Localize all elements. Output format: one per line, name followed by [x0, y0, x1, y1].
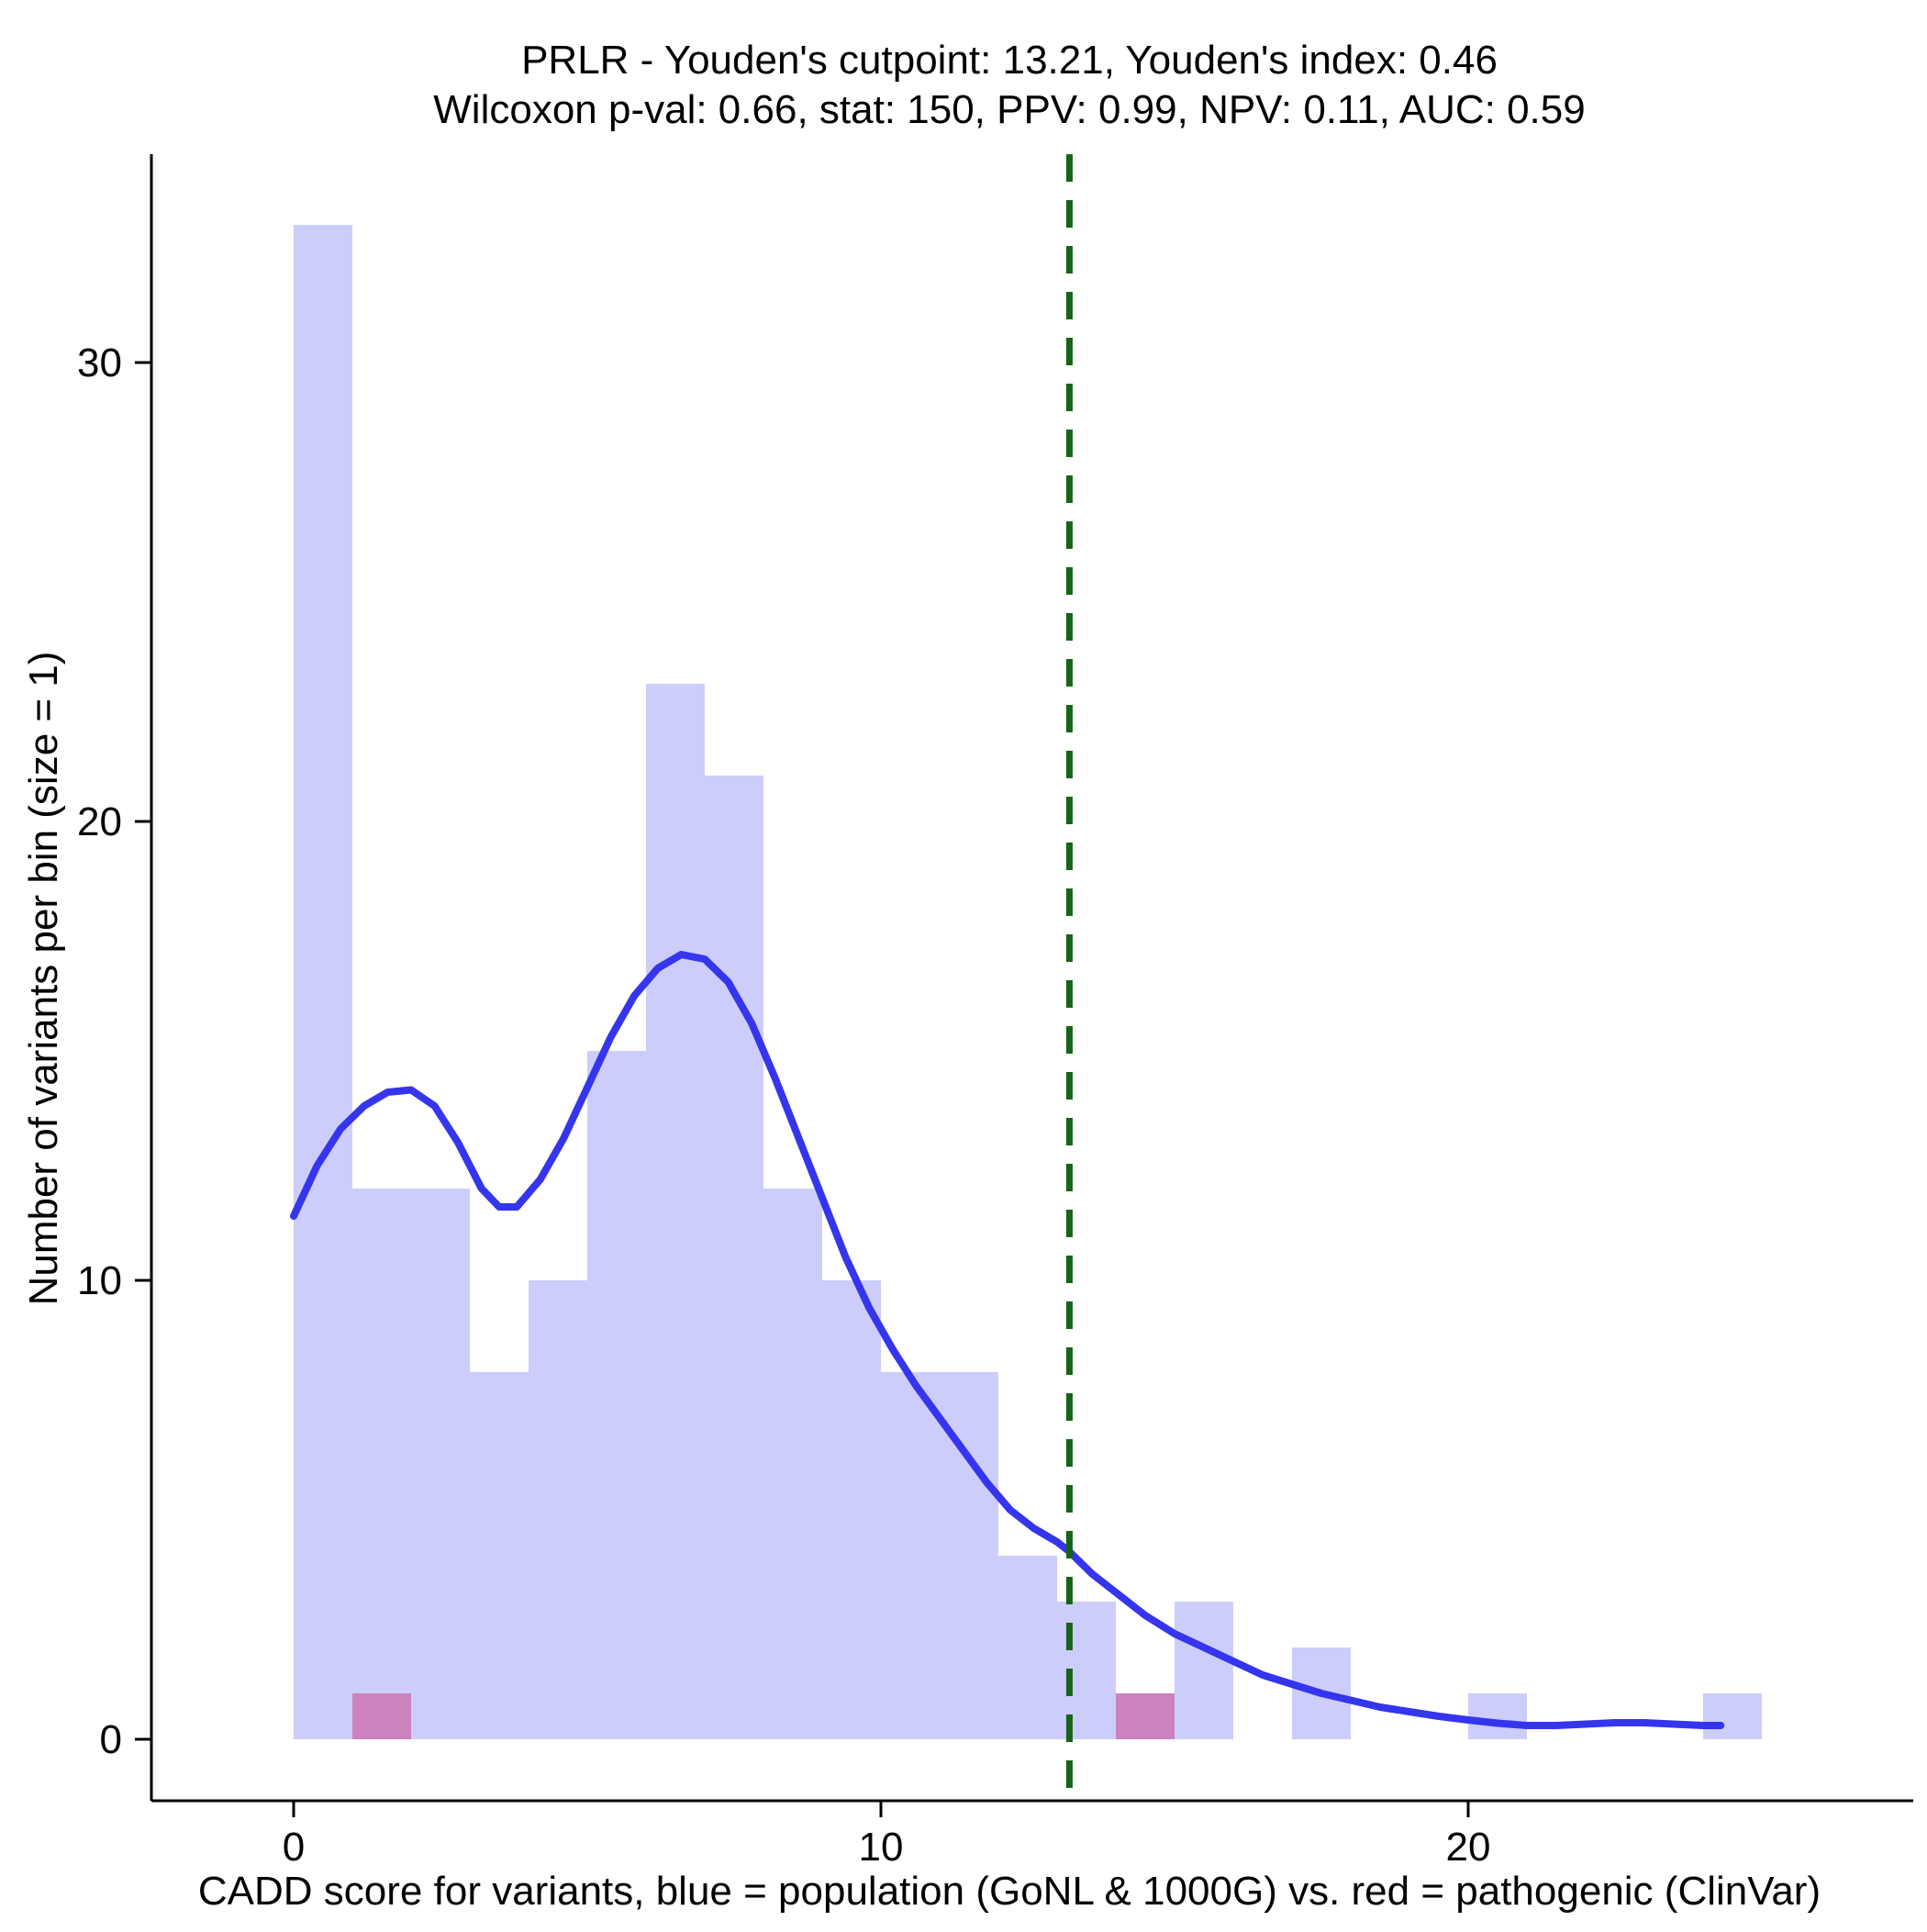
histogram-bar — [352, 1189, 411, 1739]
histogram-bars-population — [294, 225, 1762, 1739]
y-tick-label: 10 — [77, 1258, 122, 1303]
y-tick-label: 30 — [77, 341, 122, 385]
histogram-bar — [998, 1556, 1057, 1739]
y-tick-label: 0 — [100, 1717, 122, 1762]
x-tick-label: 20 — [1446, 1825, 1491, 1870]
histogram-bar — [352, 1693, 411, 1739]
histogram-bars-pathogenic — [352, 1693, 1175, 1739]
histogram-bar — [705, 776, 763, 1739]
x-tick-label: 10 — [859, 1825, 904, 1870]
histogram-bar — [1116, 1693, 1175, 1739]
histogram-bar — [822, 1280, 881, 1739]
histogram-bar — [1703, 1693, 1762, 1739]
histogram-bar — [881, 1372, 940, 1739]
x-axis-title: CADD score for variants, blue = populati… — [198, 1869, 1821, 1914]
histogram-bar — [1175, 1602, 1233, 1739]
histogram-bar — [587, 1051, 646, 1739]
histogram-bar — [470, 1372, 529, 1739]
y-tick-label: 20 — [77, 799, 122, 844]
histogram-bar — [294, 225, 352, 1739]
histogram-bar — [646, 684, 705, 1739]
chart-title-line2: Wilcoxon p-val: 0.66, stat: 150, PPV: 0.… — [433, 87, 1585, 132]
histogram-bar — [529, 1280, 587, 1739]
histogram-bar — [1116, 1693, 1175, 1739]
histogram-bar — [411, 1189, 470, 1739]
histogram-bar — [1057, 1602, 1116, 1739]
histogram-bar — [1468, 1693, 1527, 1739]
y-axis-title: Number of variants per bin (size = 1) — [21, 652, 66, 1306]
x-tick-label: 0 — [283, 1825, 305, 1870]
density-curve — [290, 951, 1725, 1729]
chart-title-line1: PRLR - Youden's cutpoint: 13.21, Youden'… — [521, 38, 1498, 83]
histogram-bar — [763, 1189, 822, 1739]
density-line — [290, 951, 1725, 1729]
axes: 0 10 20 30 0 10 20 — [77, 154, 1913, 1870]
